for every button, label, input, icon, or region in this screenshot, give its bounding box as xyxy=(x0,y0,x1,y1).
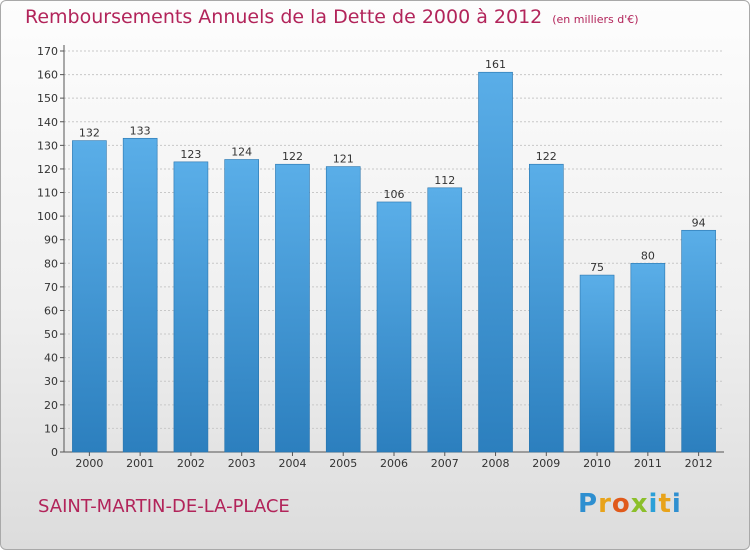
y-tick-label: 130 xyxy=(37,139,58,152)
title-unit: (en milliers d'€) xyxy=(552,13,639,26)
x-tick-label: 2012 xyxy=(685,457,713,470)
data-label: 80 xyxy=(641,249,655,262)
title-text: Remboursements Annuels de la Dette de 20… xyxy=(25,6,543,28)
data-label: 124 xyxy=(231,146,252,159)
bar xyxy=(72,140,107,453)
x-tick-label: 2010 xyxy=(583,457,611,470)
y-tick-label: 160 xyxy=(37,69,58,82)
logo-letter: r xyxy=(598,489,612,519)
x-tick-label: 2000 xyxy=(75,457,103,470)
data-label: 94 xyxy=(692,216,706,229)
y-tick-label: 40 xyxy=(44,352,58,365)
y-tick-label: 0 xyxy=(51,446,58,459)
y-tick-label: 100 xyxy=(37,210,58,223)
logo-letter: P xyxy=(578,489,599,519)
y-tick-label: 50 xyxy=(44,328,58,341)
bars xyxy=(72,71,716,453)
bar xyxy=(275,163,310,453)
bar-chart: 0 10 20 30 40 50 60 70 80 90 100 110 120 130 140 150 160… xyxy=(37,45,724,470)
bar xyxy=(681,229,716,453)
data-label: 133 xyxy=(130,124,151,137)
y-tick-label: 70 xyxy=(44,281,58,294)
bar xyxy=(529,163,564,453)
x-tick-label: 2008 xyxy=(482,457,510,470)
logo-letter: i xyxy=(671,489,682,519)
y-tick-label: 140 xyxy=(37,116,58,129)
x-tick-label: 2004 xyxy=(278,457,306,470)
bar xyxy=(427,187,463,453)
y-tick-label: 170 xyxy=(37,45,58,58)
axes: 0 10 20 30 40 50 60 70 80 90 100 110 120 130 140 150 160… xyxy=(37,45,724,470)
y-tick-label: 80 xyxy=(44,257,58,270)
y-tick-label: 120 xyxy=(37,163,58,176)
x-tick-label: 2001 xyxy=(126,457,154,470)
x-tick-label: 2002 xyxy=(177,457,205,470)
bar xyxy=(579,274,615,453)
data-label: 123 xyxy=(180,148,201,161)
y-tick-label: 150 xyxy=(37,92,58,105)
y-tick-label: 60 xyxy=(44,304,58,317)
y-tick-label: 90 xyxy=(44,234,58,247)
proxiti-logo: Proxiti xyxy=(578,489,682,519)
logo-letter: o xyxy=(611,489,631,519)
x-tick-label: 2011 xyxy=(634,457,662,470)
chart-title: Remboursements Annuels de la Dette de 20… xyxy=(25,6,639,28)
data-label: 132 xyxy=(79,127,100,140)
y-tick-label: 10 xyxy=(44,422,58,435)
bar xyxy=(224,159,259,453)
bar xyxy=(376,201,412,453)
commune-name: SAINT-MARTIN-DE-LA-PLACE xyxy=(38,496,290,517)
logo-letter: x xyxy=(630,489,649,519)
bar xyxy=(173,161,209,453)
data-label: 161 xyxy=(485,58,506,71)
y-tick-label: 20 xyxy=(44,399,58,412)
logo-letter: i xyxy=(648,489,659,519)
data-label: 75 xyxy=(590,261,604,274)
data-labels: 132 133 123 124 122 121 106 112 161 122 75 80 94 xyxy=(79,58,706,274)
data-label: 112 xyxy=(434,174,455,187)
bar xyxy=(630,262,666,453)
data-label: 122 xyxy=(282,150,303,163)
x-tick-label: 2009 xyxy=(532,457,560,470)
bar xyxy=(122,137,158,453)
bar xyxy=(325,166,361,453)
y-tick-label: 30 xyxy=(44,375,58,388)
data-label: 121 xyxy=(333,153,354,166)
data-label: 122 xyxy=(536,150,557,163)
logo-letter: t xyxy=(658,489,672,519)
x-tick-label: 2005 xyxy=(329,457,357,470)
data-label: 106 xyxy=(384,188,405,201)
y-tick-label: 110 xyxy=(37,187,58,200)
x-tick-label: 2003 xyxy=(228,457,256,470)
bar xyxy=(478,71,513,453)
x-tick-label: 2007 xyxy=(431,457,459,470)
x-tick-label: 2006 xyxy=(380,457,408,470)
